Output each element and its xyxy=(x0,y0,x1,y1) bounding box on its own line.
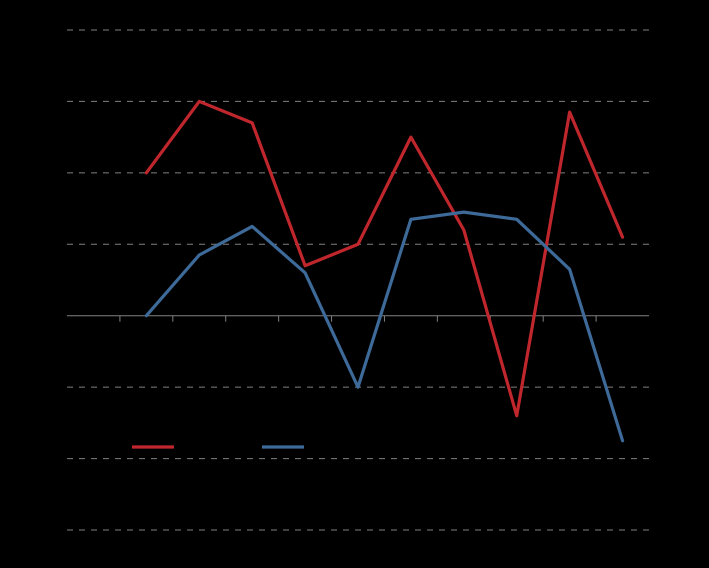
chart-background xyxy=(0,0,709,568)
line-chart xyxy=(0,0,709,568)
chart-svg xyxy=(0,0,709,568)
